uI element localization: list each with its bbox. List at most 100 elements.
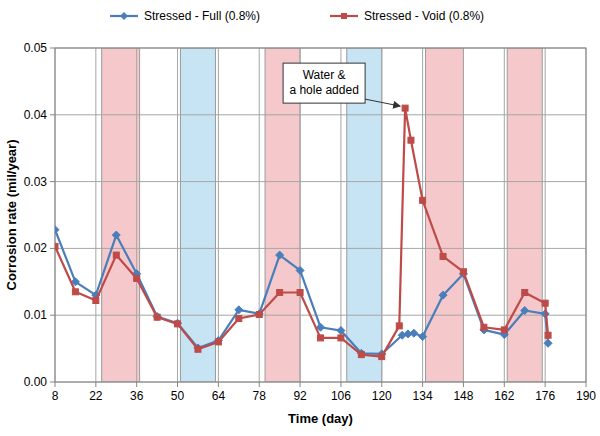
x-tick [545, 382, 546, 387]
legend-symbol [341, 13, 347, 19]
x-tick-label: 162 [494, 389, 514, 403]
point [481, 324, 487, 330]
annotation: Water &a hole added [283, 63, 400, 106]
point [276, 251, 284, 259]
point [154, 314, 160, 320]
point [357, 349, 365, 357]
x-tick-label: 134 [413, 389, 433, 403]
annotation-text: a hole added [289, 83, 358, 97]
point [460, 269, 466, 275]
x-tick [95, 382, 96, 387]
point [297, 289, 303, 295]
x-grid-line [381, 48, 382, 382]
x-tick-label: 64 [212, 389, 226, 403]
x-tick-label: 36 [130, 389, 144, 403]
x-tick-label: 78 [253, 389, 267, 403]
point [318, 335, 324, 341]
y-tick [50, 315, 55, 316]
point [379, 354, 385, 360]
chart: 0.000.010.020.030.040.058223650647892106… [0, 0, 600, 436]
series [55, 226, 552, 358]
x-tick-label: 148 [453, 389, 473, 403]
annotation-text: Water & [303, 68, 346, 82]
y-grid-line [55, 248, 586, 249]
point [545, 332, 551, 338]
y-tick [50, 114, 55, 115]
x-tick [381, 382, 382, 387]
point [410, 329, 418, 337]
point [113, 252, 119, 258]
x-axis-label: Time (day) [288, 411, 353, 426]
y-tick [50, 48, 55, 49]
point [256, 312, 262, 318]
point [408, 137, 414, 143]
point [195, 346, 201, 352]
x-tick-label: 190 [576, 389, 596, 403]
legend-marker [341, 13, 347, 19]
y-tick [50, 382, 55, 383]
y-grid-line [55, 315, 586, 316]
point [419, 333, 427, 341]
x-tick [340, 382, 341, 387]
y-tick-label: 0.02 [24, 241, 48, 255]
point [338, 335, 344, 341]
x-tick [177, 382, 178, 387]
shaded-period [507, 48, 542, 382]
point [55, 243, 58, 249]
point [174, 319, 182, 327]
point [544, 339, 552, 347]
x-grid-line [95, 48, 96, 382]
x-tick [586, 382, 587, 387]
x-grid-line [259, 48, 260, 382]
y-grid-line [55, 181, 586, 182]
legend-label: Stressed - Void (0.8%) [364, 9, 484, 23]
y-tick-label: 0.00 [24, 375, 48, 389]
x-tick [504, 382, 505, 387]
legend-marker [120, 12, 128, 20]
point [440, 253, 446, 259]
series-line [55, 108, 548, 356]
y-tick-label: 0.03 [24, 175, 48, 189]
x-tick [136, 382, 137, 387]
shaded-period [102, 48, 140, 382]
point [153, 313, 161, 321]
point [358, 352, 364, 358]
series-group [55, 105, 552, 359]
point [55, 226, 59, 234]
point [236, 316, 242, 322]
point [215, 339, 221, 345]
x-grid-line [463, 48, 464, 382]
x-tick [259, 382, 260, 387]
annotation-box [283, 63, 365, 103]
shaded-period [426, 48, 464, 382]
x-tick-label: 22 [89, 389, 103, 403]
point [521, 307, 529, 315]
x-tick-label: 92 [293, 389, 307, 403]
x-tick-label: 50 [171, 389, 185, 403]
point [175, 321, 181, 327]
x-grid-line [177, 48, 178, 382]
point [542, 300, 548, 306]
point [439, 291, 447, 299]
x-tick [422, 382, 423, 387]
point [255, 310, 263, 318]
y-tick-label: 0.04 [24, 108, 48, 122]
x-tick [218, 382, 219, 387]
y-tick [50, 181, 55, 182]
grid [55, 48, 586, 382]
y-tick-label: 0.01 [24, 308, 48, 322]
point [72, 289, 78, 295]
legend: Stressed - Full (0.8%)Stressed - Void (0… [110, 9, 484, 23]
point [235, 306, 243, 314]
point [522, 289, 528, 295]
x-tick [300, 382, 301, 387]
annotation-arrow [365, 99, 400, 106]
x-grid-line [218, 48, 219, 382]
axes: 0.000.010.020.030.040.058223650647892106… [4, 41, 596, 426]
x-tick-label: 8 [52, 389, 59, 403]
series [55, 105, 551, 359]
point [420, 197, 426, 203]
point [93, 298, 99, 304]
y-tick-label: 0.05 [24, 41, 48, 55]
x-tick [55, 382, 56, 387]
